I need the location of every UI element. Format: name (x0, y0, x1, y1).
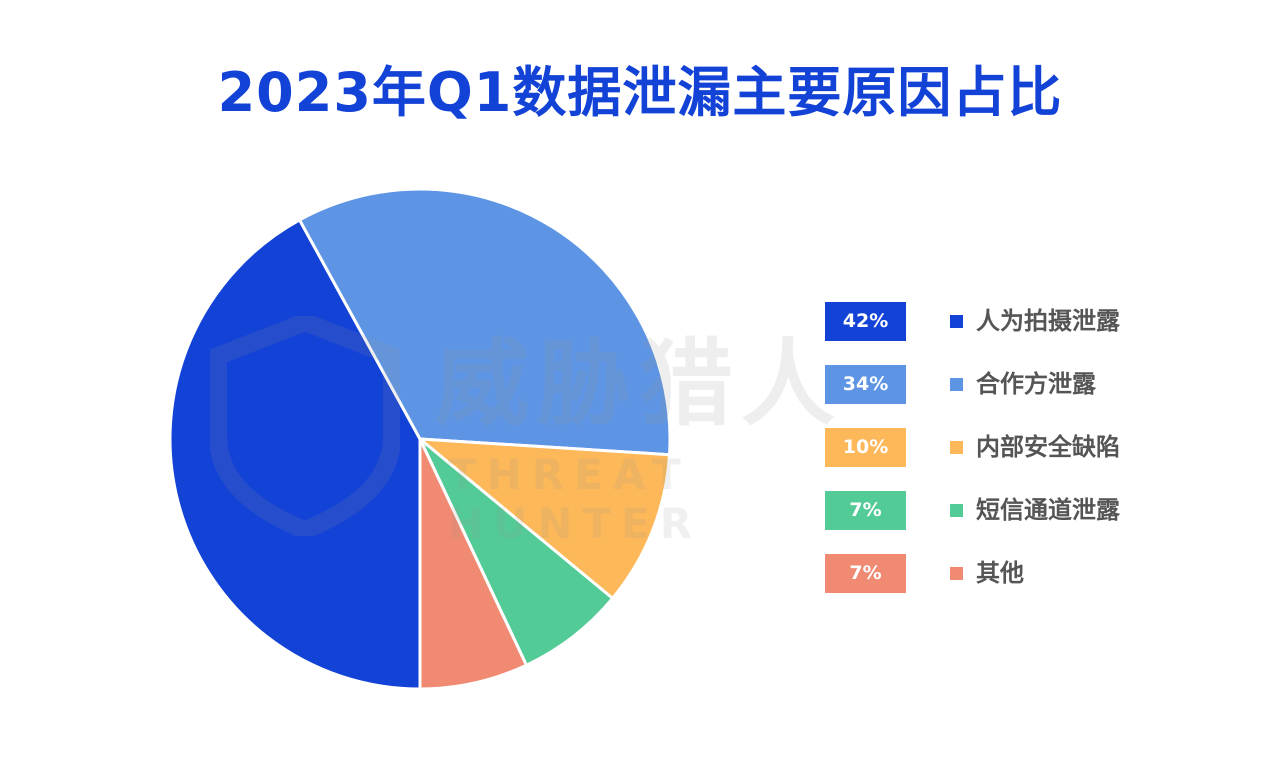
legend-swatch (950, 504, 963, 517)
pie-slice (168, 218, 422, 691)
legend-label: 其他 (976, 559, 1024, 587)
legend-swatch (950, 441, 963, 454)
legend-label: 合作方泄露 (976, 370, 1096, 398)
legend-swatch (950, 315, 963, 328)
legend-item: 7% 其他 (825, 554, 1245, 593)
legend-label: 短信通道泄露 (976, 496, 1120, 524)
legend-percent-badge: 42% (825, 302, 906, 341)
pie-slice (418, 437, 528, 691)
legend-item: 42% 人为拍摄泄露 (825, 302, 1245, 341)
pie-slice (418, 437, 672, 600)
legend-label: 人为拍摄泄露 (976, 307, 1120, 335)
chart-title: 2023年Q1数据泄漏主要原因占比 (217, 61, 1063, 124)
legend: 42% 人为拍摄泄露 34% 合作方泄露 10% 内部安全缺陷 7% 短信通道泄… (825, 302, 1245, 617)
legend-label: 内部安全缺陷 (976, 433, 1120, 461)
legend-item: 10% 内部安全缺陷 (825, 428, 1245, 467)
legend-percent-badge: 10% (825, 428, 906, 467)
legend-percent-badge: 7% (825, 491, 906, 530)
legend-swatch (950, 378, 963, 391)
legend-item: 7% 短信通道泄露 (825, 491, 1245, 530)
pie-slices (168, 187, 672, 691)
pie-slice (298, 187, 672, 457)
pie-slice (418, 437, 615, 667)
legend-percent-badge: 34% (825, 365, 906, 404)
legend-swatch (950, 567, 963, 580)
legend-item: 34% 合作方泄露 (825, 365, 1245, 404)
legend-percent-badge: 7% (825, 554, 906, 593)
